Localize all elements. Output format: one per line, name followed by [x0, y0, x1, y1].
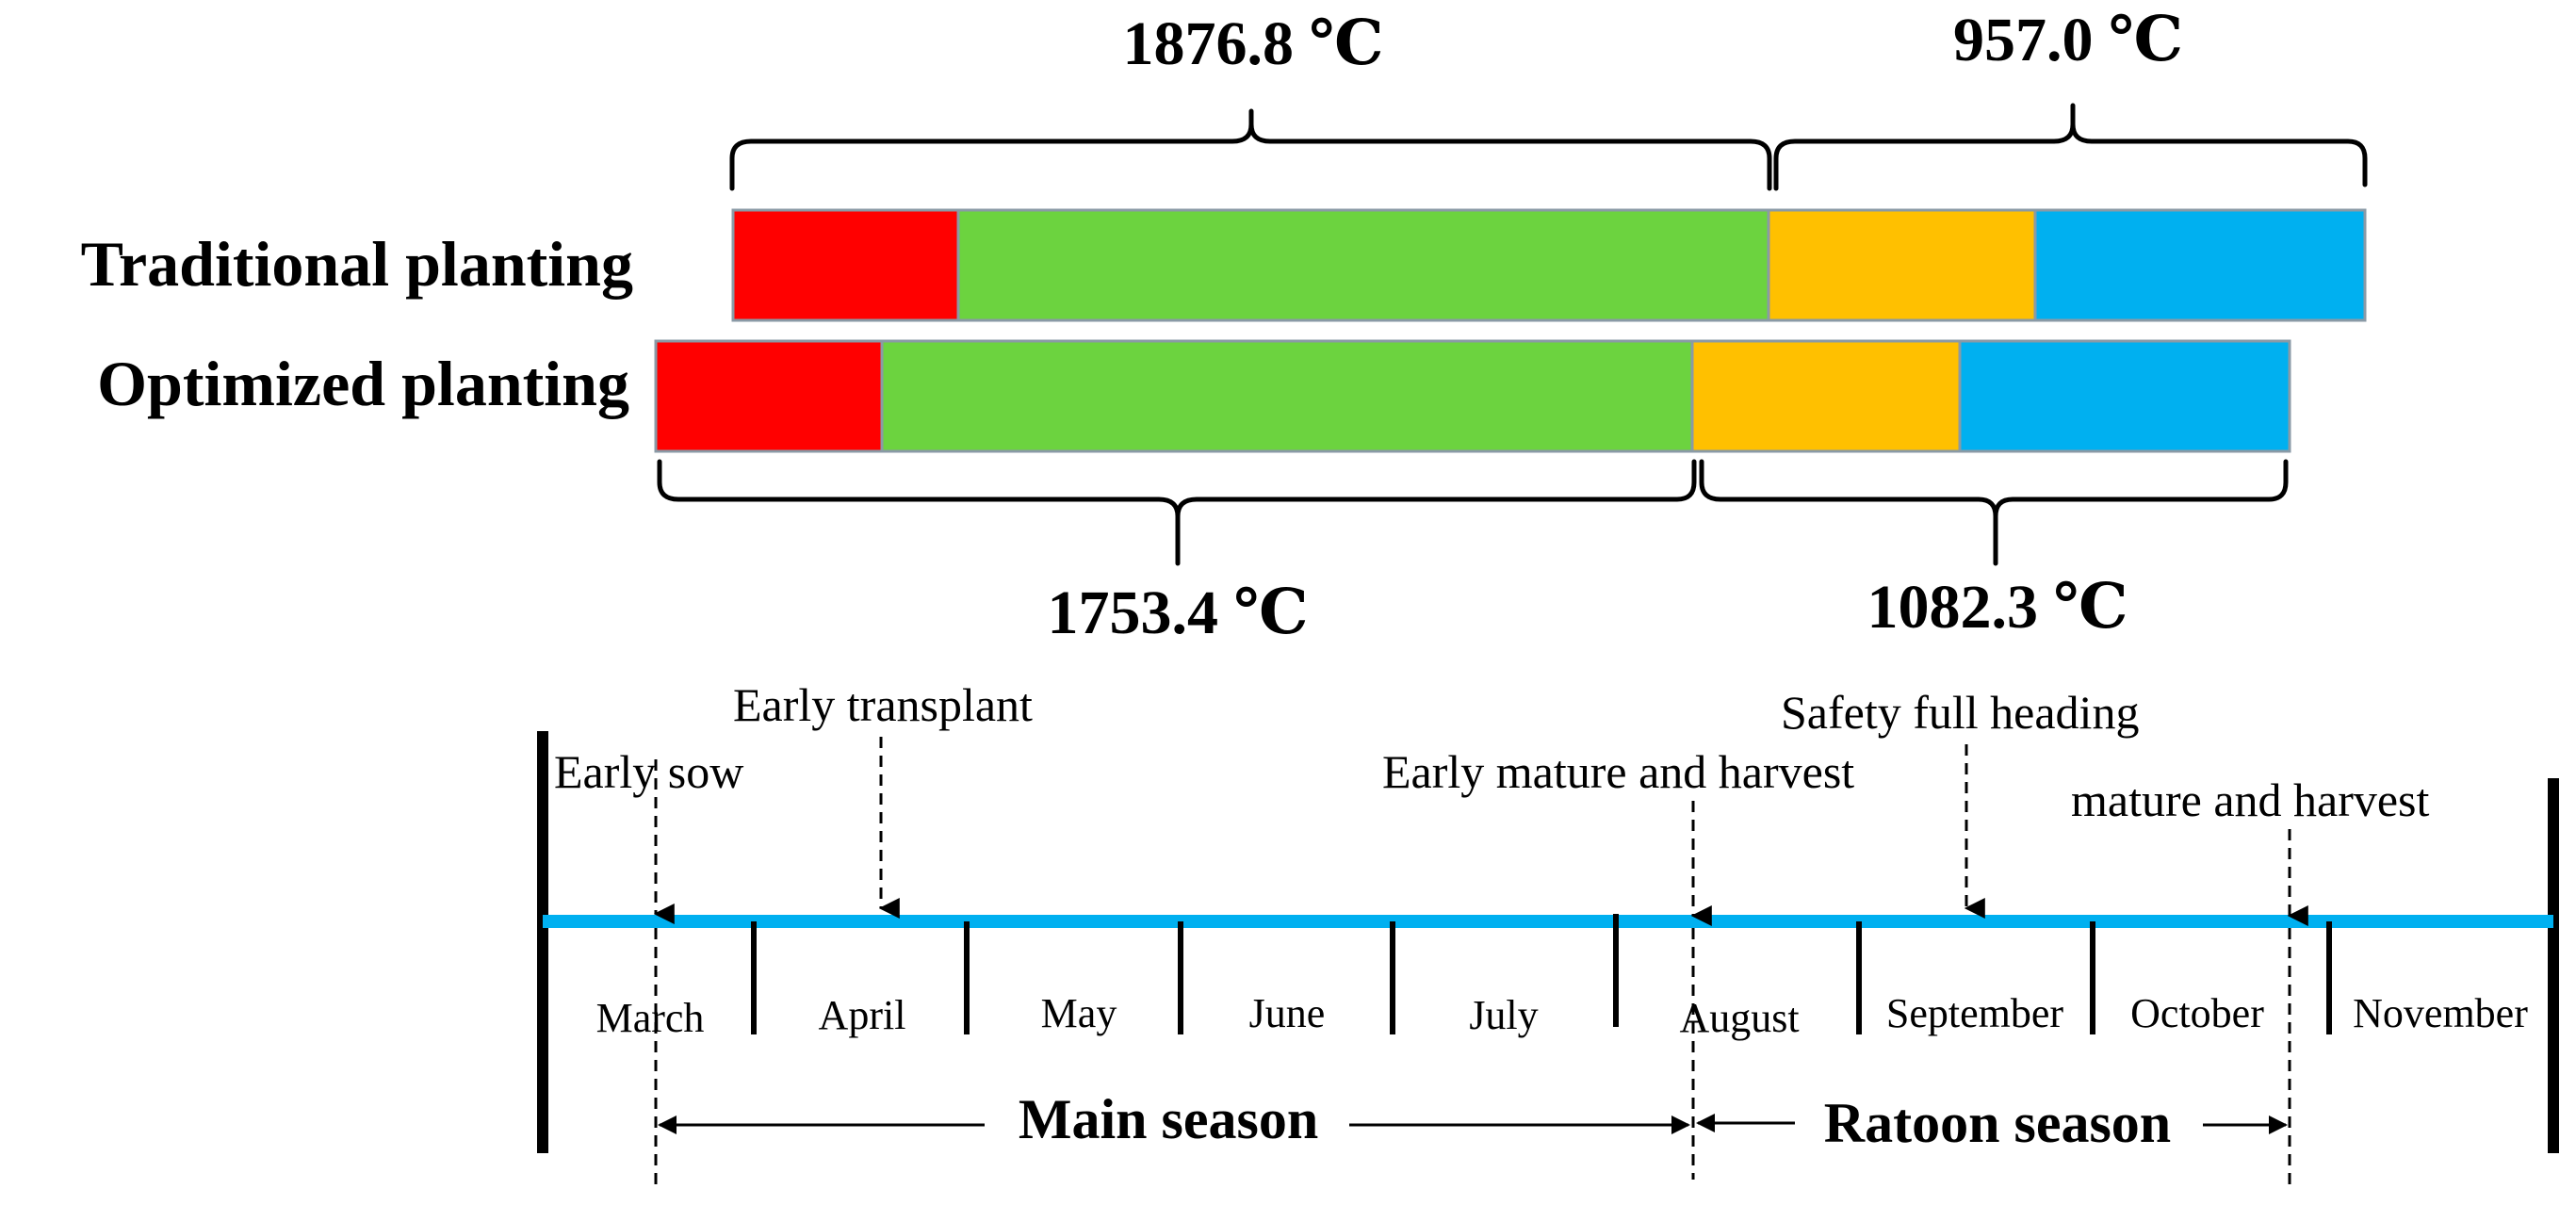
season-spans: Main season Ratoon season — [658, 1088, 2288, 1154]
month-label-july: July — [1469, 992, 1538, 1038]
traditional-stage-1-segment — [731, 208, 960, 322]
event-early-sow-label: Early sow — [554, 745, 743, 798]
month-label-november: November — [2353, 990, 2528, 1036]
ratoon-season-label: Ratoon season — [1824, 1092, 2171, 1154]
traditional-main-brace — [729, 108, 1772, 191]
events: Early sow Early transplant Early mature … — [554, 678, 2430, 1189]
timeline: March April May June July August Septemb… — [537, 731, 2559, 1153]
month-label-june: June — [1249, 990, 1326, 1036]
optimized-main-brace — [657, 459, 1697, 566]
optimized-planting-row: Optimized planting — [97, 339, 2291, 453]
event-mature-harvest-label: mature and harvest — [2071, 773, 2430, 826]
optimized-stage-2-segment — [880, 339, 1694, 453]
optimized-totals: 1753.4 ℃ 1082.3 ℃ — [657, 459, 2289, 647]
traditional-totals: 1876.8 ℃ 957.0 ℃ — [729, 6, 2368, 191]
optimized-stage-1-segment — [654, 339, 884, 453]
event-early-transplant-label: Early transplant — [733, 678, 1033, 731]
optimized-ratoon-season-total: 1082.3 ℃ — [1867, 573, 2128, 642]
traditional-ratoon-season-total: 957.0 ℃ — [1953, 6, 2183, 74]
traditional-stage-4-segment — [2033, 208, 2367, 322]
optimized-stage-4-segment — [1958, 339, 2291, 453]
month-label-may: May — [1041, 990, 1117, 1036]
optimized-main-season-total: 1753.4 ℃ — [1047, 578, 1308, 647]
event-safety-heading-label: Safety full heading — [1781, 686, 2139, 739]
optimized-planting-label: Optimized planting — [97, 348, 629, 419]
traditional-main-season-total: 1876.8 ℃ — [1122, 9, 1383, 78]
event-early-mature-label: Early mature and harvest — [1382, 745, 1854, 798]
month-label-october: October — [2130, 990, 2264, 1036]
traditional-planting-label: Traditional planting — [81, 228, 633, 300]
traditional-ratoon-brace — [1773, 103, 2368, 191]
traditional-stage-2-segment — [956, 208, 1770, 322]
main-season-label: Main season — [1019, 1088, 1318, 1150]
month-label-march: March — [596, 995, 705, 1041]
optimized-stage-3-segment — [1690, 339, 1962, 453]
traditional-planting-row: Traditional planting — [81, 208, 2367, 322]
month-label-september: September — [1886, 990, 2064, 1036]
optimized-ratoon-brace — [1699, 459, 2289, 566]
traditional-stage-3-segment — [1767, 208, 2037, 322]
month-label-april: April — [819, 992, 906, 1038]
month-label-august: August — [1679, 995, 1799, 1041]
